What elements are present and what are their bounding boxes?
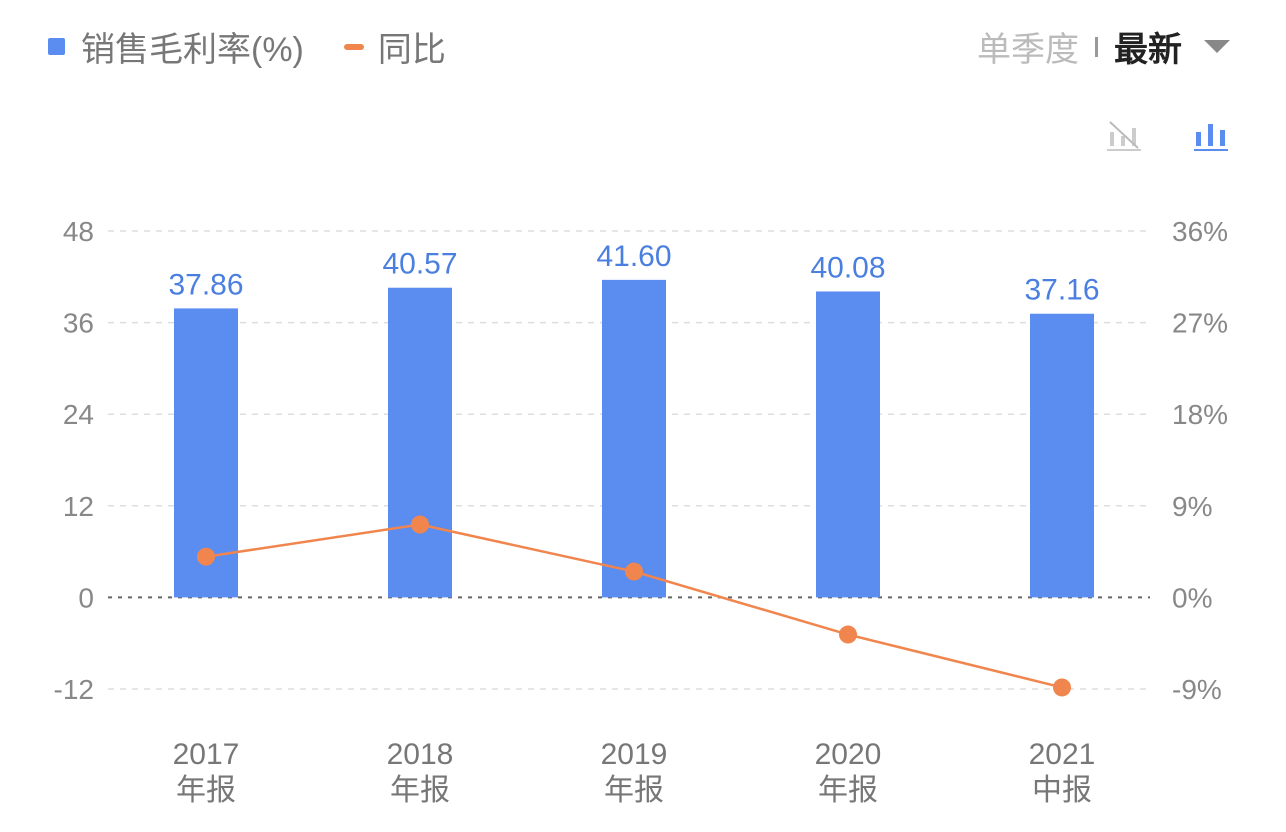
right-axis-tick: 18% [1172,399,1228,430]
legend-bar-swatch [48,38,65,55]
x-axis-tick-type: 年报 [390,774,450,807]
line-point [411,515,429,534]
bar-data-label: 40.08 [810,251,885,284]
left-axis-tick: 48 [63,216,94,247]
line-point [197,547,215,566]
bar [388,287,452,598]
bar-data-label: 37.16 [1024,274,1099,307]
left-axis-tick: 36 [63,308,94,339]
divider [1095,36,1098,57]
bar [602,279,666,598]
legend: 销售毛利率(%) 同比 [48,22,446,71]
line-chart-disabled-icon[interactable] [1106,118,1142,154]
line-point [625,562,643,581]
bar-data-label: 40.57 [382,248,457,281]
right-axis-tick: 0% [1172,582,1212,613]
x-axis-tick-type: 年报 [818,774,878,807]
x-axis-tick-type: 年报 [176,774,236,807]
x-axis-tick-type: 中报 [1032,774,1092,807]
bar [816,291,880,598]
period-controls: 单季度 最新 [977,22,1230,71]
x-axis-tick-year: 2019 [601,738,668,771]
triangle-down-icon[interactable] [1204,40,1230,53]
legend-bar-label[interactable]: 销售毛利率(%) [81,31,304,69]
line-point [839,625,857,644]
bar-data-label: 41.60 [596,240,671,273]
x-axis-tick-year: 2020 [815,738,882,771]
right-axis-tick: 27% [1172,308,1228,339]
legend-line-swatch [343,43,364,50]
left-axis-tick: 12 [63,491,94,522]
x-axis-tick-type: 年报 [604,774,664,807]
right-axis-tick: 36% [1172,216,1228,247]
bar [1030,313,1094,598]
left-axis-tick: 0 [78,582,94,613]
x-axis-tick-year: 2017 [173,738,240,771]
legend-line-label[interactable]: 同比 [377,31,446,69]
right-axis-tick: -9% [1172,674,1222,705]
quarter-toggle[interactable]: 单季度 [977,31,1079,69]
line-point [1053,678,1071,697]
right-axis-tick: 9% [1172,491,1212,522]
left-axis-tick: -12 [54,674,94,705]
latest-toggle[interactable]: 最新 [1114,31,1182,69]
bar-data-label: 37.86 [168,268,243,301]
x-axis-tick-year: 2018 [387,738,454,771]
left-axis-tick: 24 [63,399,94,430]
bar-chart-icon[interactable] [1193,118,1229,154]
x-axis-tick-year: 2021 [1029,738,1096,771]
